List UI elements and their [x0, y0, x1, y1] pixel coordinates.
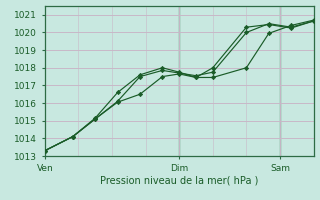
- X-axis label: Pression niveau de la mer( hPa ): Pression niveau de la mer( hPa ): [100, 175, 258, 185]
